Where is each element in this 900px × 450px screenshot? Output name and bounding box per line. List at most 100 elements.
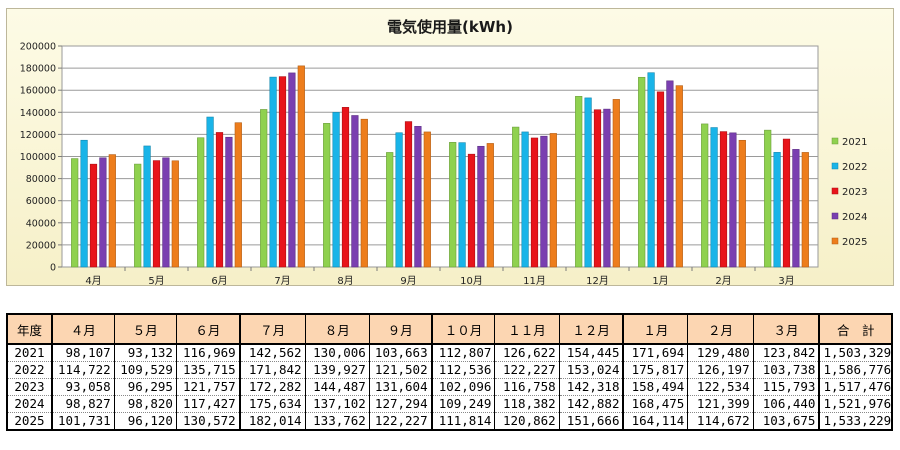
value-cell: 175,634 — [238, 395, 306, 413]
table-row: 2023 93,058 96,295 121,757 172,282 144,487 131… — [6, 378, 893, 396]
value-cell: 114,722 — [50, 361, 115, 379]
bar — [225, 136, 233, 268]
header-month: ９月 — [368, 313, 433, 345]
value-cell: 135,715 — [175, 361, 241, 379]
bar — [80, 139, 88, 268]
usage-table-container: 年度 ４月 ５月 ６月 ７月 ８月 ９月 １０月 １１月 １２月 １月 ２月 ３月合 計 2021 98,… — [6, 313, 893, 431]
bar — [647, 72, 655, 268]
bar — [675, 85, 683, 268]
bar — [89, 163, 98, 268]
bar — [719, 131, 728, 268]
bar — [764, 129, 772, 268]
value-cell: 137,102 — [304, 395, 370, 413]
value-cell: 109,249 — [430, 395, 496, 413]
table-row: 2022 114,722 109,529 135,715 171,842 139,927 1… — [6, 361, 893, 379]
header-month: ５月 — [113, 313, 177, 345]
y-tick-label: 80000 — [26, 174, 56, 185]
value-cell: 93,058 — [50, 378, 115, 396]
value-cell: 144,487 — [304, 378, 370, 396]
legend-swatch — [831, 187, 839, 195]
bar — [360, 118, 368, 268]
value-cell: 118,382 — [494, 395, 560, 413]
y-tick-label: 40000 — [26, 218, 56, 229]
total-cell: 1,517,476 — [818, 378, 893, 396]
bar — [792, 149, 800, 268]
x-tick-label: 3月 — [778, 275, 794, 286]
legend-swatch — [831, 237, 839, 245]
value-cell: 102,096 — [430, 378, 496, 396]
value-cell: 116,758 — [494, 378, 560, 396]
x-tick-label: 6月 — [211, 275, 227, 286]
value-cell: 129,480 — [687, 344, 754, 362]
bar — [341, 107, 350, 268]
value-cell: 130,006 — [304, 344, 370, 362]
value-cell: 142,882 — [558, 395, 624, 413]
value-cell: 122,227 — [368, 412, 433, 431]
value-cell: 112,536 — [430, 361, 496, 379]
value-cell: 93,132 — [113, 344, 177, 362]
bar — [666, 80, 674, 268]
value-cell: 164,114 — [622, 412, 689, 431]
table-row: 2025 101,731 96,120 130,572 182,014 133,762 12… — [6, 412, 893, 431]
value-cell: 126,622 — [494, 344, 560, 362]
bar — [260, 109, 268, 268]
legend-swatch — [831, 137, 839, 145]
bar — [278, 76, 287, 268]
bar — [710, 127, 718, 268]
bar — [449, 142, 457, 268]
x-tick-label: 2月 — [715, 275, 731, 286]
bar — [486, 143, 494, 268]
x-tick-label: 9月 — [400, 275, 416, 286]
header-month: １１月 — [494, 313, 560, 345]
bar — [404, 121, 413, 268]
legend-label: 2024 — [842, 212, 867, 223]
bar — [234, 122, 242, 268]
x-tick-label: 4月 — [85, 275, 101, 286]
bar — [162, 157, 170, 268]
y-tick-label: 120000 — [20, 130, 56, 141]
value-cell: 101,731 — [50, 412, 115, 431]
value-cell: 120,862 — [494, 412, 560, 431]
bar — [458, 142, 466, 268]
value-cell: 106,440 — [752, 395, 820, 413]
table-row: 2021 98,107 93,132 116,969 142,562 130,006 103… — [6, 344, 893, 362]
header-month: ２月 — [687, 313, 754, 345]
x-tick-label: 5月 — [148, 275, 164, 286]
header-month: ８月 — [304, 313, 370, 345]
header-month: １０月 — [430, 313, 496, 345]
value-cell: 109,529 — [113, 361, 177, 379]
value-cell: 122,227 — [494, 361, 560, 379]
legend-label: 2025 — [842, 237, 867, 248]
bar — [656, 91, 665, 268]
value-cell: 121,399 — [687, 395, 754, 413]
grid-lines — [62, 67, 818, 246]
value-cell: 111,814 — [430, 412, 496, 431]
bar — [801, 152, 809, 268]
usage-table: 年度 ４月 ５月 ６月 ７月 ８月 ９月 １０月 １１月 １２月 １月 ２月 ３月合 計 2021 98,… — [6, 313, 893, 431]
value-cell: 98,107 — [50, 344, 115, 362]
legend-label: 2022 — [842, 162, 867, 173]
header-month: ７月 — [238, 313, 306, 345]
table-header-row: 年度 ４月 ５月 ６月 ７月 ８月 ９月 １０月 １１月 １２月 １月 ２月 ３月合 計 — [6, 313, 893, 345]
value-cell: 115,793 — [752, 378, 820, 396]
header-month: ４月 — [50, 313, 115, 345]
bar — [197, 137, 205, 268]
value-cell: 171,694 — [622, 344, 689, 362]
value-cell: 126,197 — [687, 361, 754, 379]
value-cell: 114,672 — [687, 412, 754, 431]
bar — [206, 116, 214, 268]
value-cell: 142,562 — [238, 344, 306, 362]
value-cell: 121,502 — [368, 361, 433, 379]
value-cell: 121,757 — [175, 378, 241, 396]
bar — [152, 160, 161, 268]
bar — [386, 152, 394, 268]
bar — [738, 139, 746, 268]
bar — [729, 132, 737, 268]
bar — [288, 72, 296, 268]
value-cell: 158,494 — [622, 378, 689, 396]
bar — [638, 76, 646, 268]
x-tick-label: 7月 — [274, 275, 290, 286]
y-tick-label: 160000 — [20, 86, 56, 97]
bars — [71, 65, 809, 268]
value-cell: 153,024 — [558, 361, 624, 379]
